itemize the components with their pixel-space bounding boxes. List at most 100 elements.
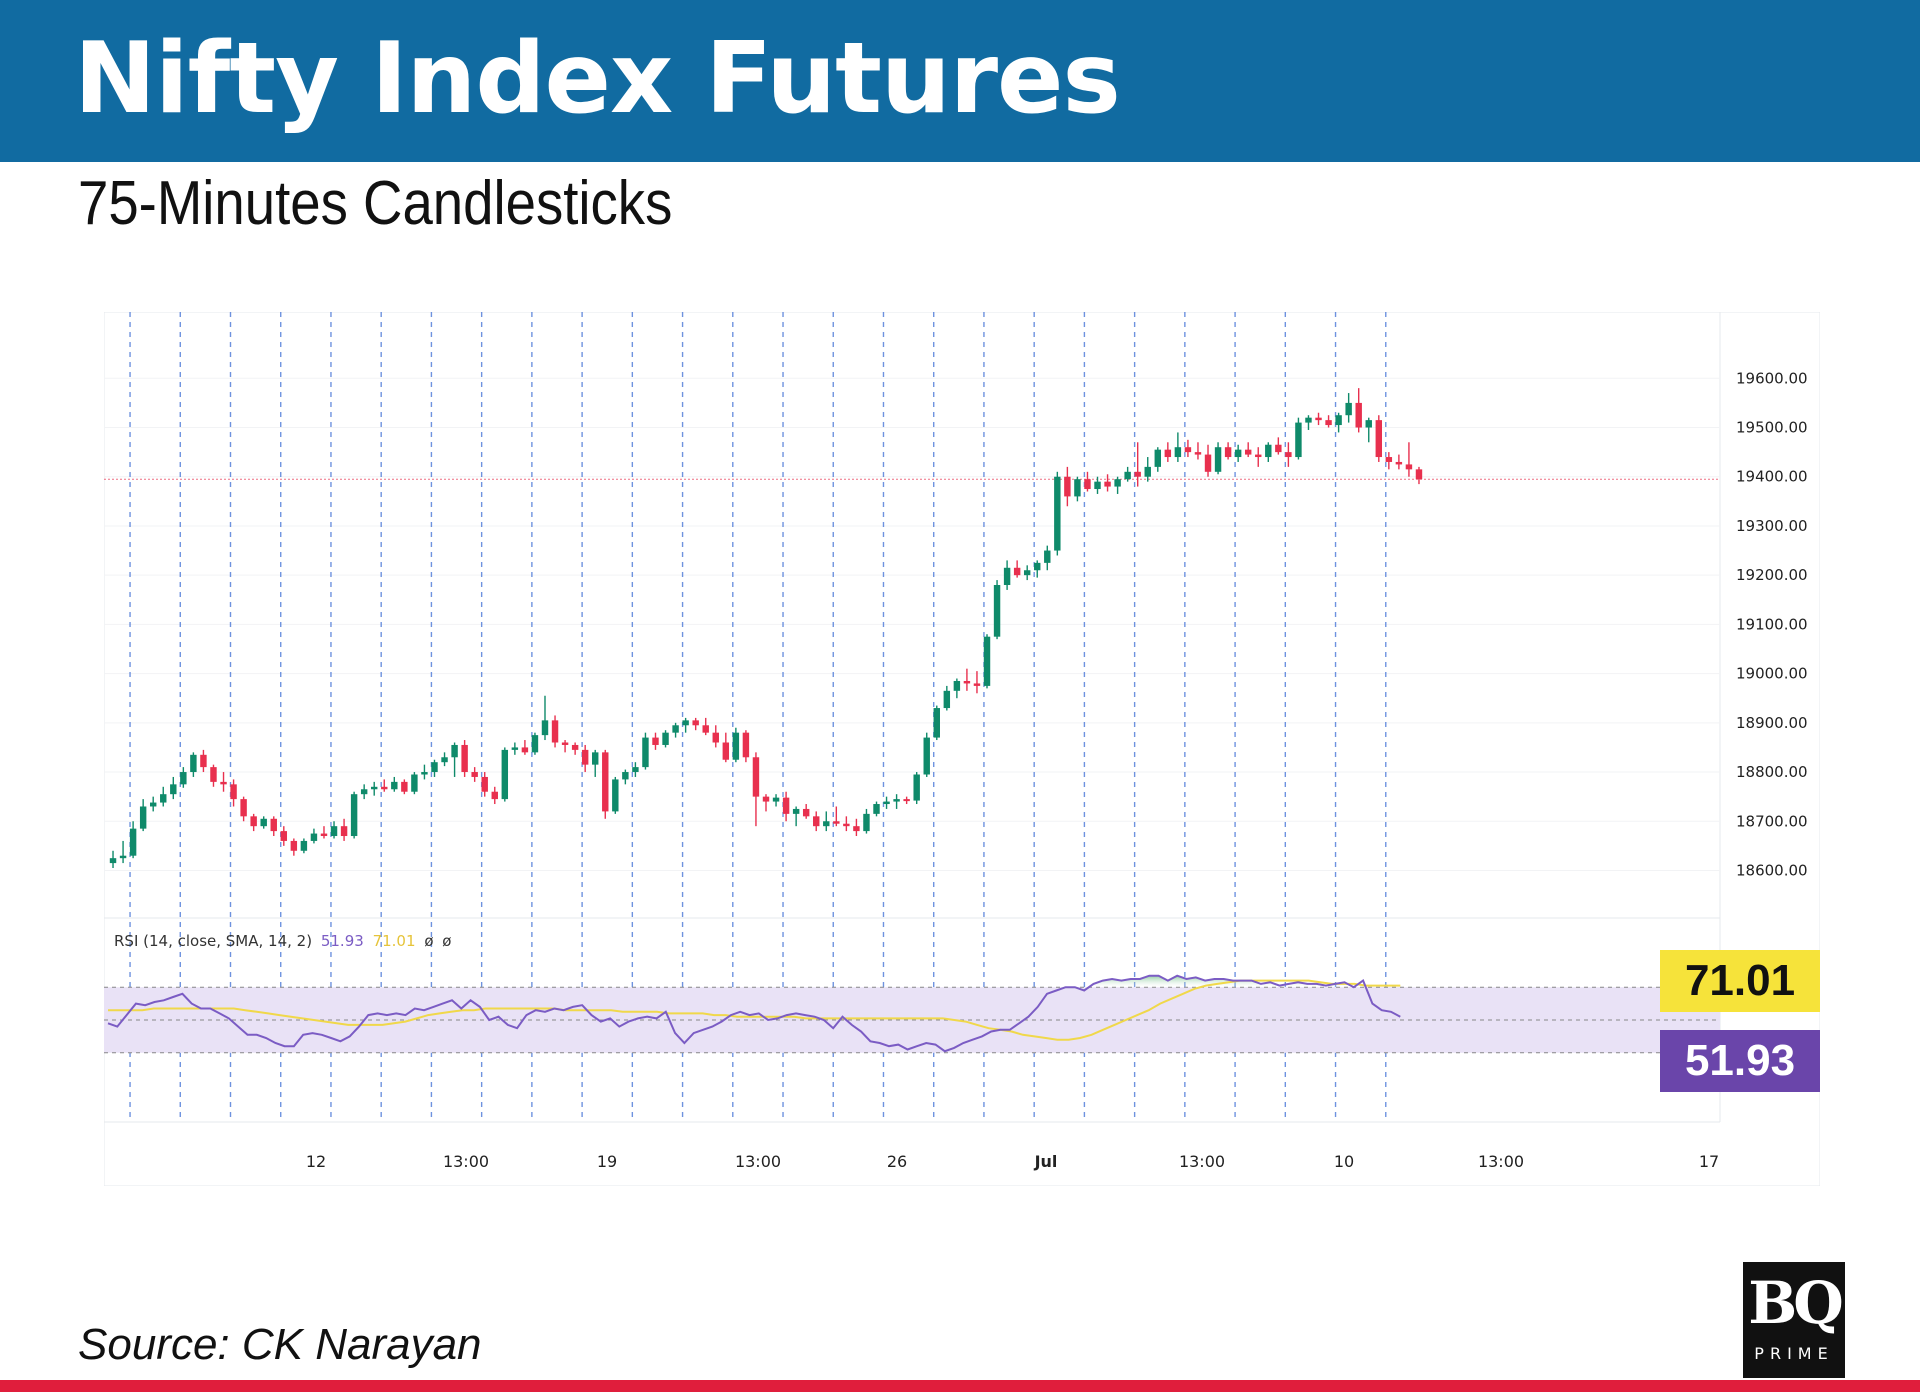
price-tick-label: 19200.00 xyxy=(1736,566,1808,584)
candle-body xyxy=(1174,447,1182,458)
candle-body xyxy=(290,840,298,851)
candle-body xyxy=(240,799,247,817)
candle-body xyxy=(340,826,348,837)
candle-body xyxy=(1154,449,1162,467)
candle-body xyxy=(742,732,750,758)
candle-body xyxy=(853,826,860,832)
candle-body xyxy=(1345,402,1352,416)
time-tick-label: 10 xyxy=(1334,1152,1354,1171)
candle-body xyxy=(531,735,539,753)
candle-body xyxy=(461,744,468,773)
time-tick-label: 17 xyxy=(1699,1152,1719,1171)
candle-body xyxy=(662,732,669,745)
candle-body xyxy=(260,818,267,827)
sma-legend-value: 71.01 xyxy=(372,932,416,950)
candle-body xyxy=(170,784,177,795)
candle-body xyxy=(1084,479,1091,490)
candle-body xyxy=(933,708,940,738)
rsi-legend-value: 51.93 xyxy=(320,932,364,950)
candle-body xyxy=(149,802,157,807)
candle-body xyxy=(732,732,740,760)
page-title: Nifty Index Futures xyxy=(74,22,1121,136)
candle-body xyxy=(411,774,418,792)
candle-body xyxy=(1094,481,1101,490)
candle-body xyxy=(119,855,127,859)
candle-body xyxy=(300,840,308,851)
candle-body xyxy=(320,833,328,837)
candle-body xyxy=(1275,444,1282,453)
candle-body xyxy=(1214,447,1222,472)
candle-body xyxy=(441,757,448,763)
candle-body xyxy=(702,725,709,733)
candle-body xyxy=(752,757,760,797)
candle-body xyxy=(551,720,559,743)
candle-body xyxy=(270,818,277,832)
source-credit: Source: CK Narayan xyxy=(78,1320,482,1369)
candle-body xyxy=(802,808,810,817)
candle-body xyxy=(782,797,790,814)
candle-body xyxy=(230,784,237,800)
candle-body xyxy=(481,776,488,792)
rsi-value-badge: 51.93 xyxy=(1660,1030,1820,1092)
candle-body xyxy=(1305,417,1312,423)
candle-body xyxy=(792,808,800,814)
candle-body xyxy=(692,720,699,726)
chart-frame xyxy=(104,312,1820,1186)
candle-body xyxy=(1395,461,1403,465)
price-tick-label: 19300.00 xyxy=(1736,517,1808,535)
candle-body xyxy=(330,826,338,837)
candle-body xyxy=(501,749,509,800)
candle-body xyxy=(963,680,971,684)
candle-body xyxy=(1265,444,1272,458)
candle-body xyxy=(622,772,629,780)
candle-body xyxy=(250,816,257,827)
candle-body xyxy=(561,742,569,745)
candle-body xyxy=(652,737,659,745)
candle-body xyxy=(1355,402,1362,428)
rsi-legend-symbol-1: ø xyxy=(424,932,434,950)
candle-body xyxy=(1244,449,1252,455)
candle-body xyxy=(381,786,388,790)
price-tick-label: 18800.00 xyxy=(1736,763,1808,781)
candle-body xyxy=(893,799,900,802)
candle-body xyxy=(923,737,930,775)
bottom-accent-line xyxy=(0,1380,1920,1392)
candle-body xyxy=(813,816,820,827)
chart-subtitle: 75-Minutes Candlesticks xyxy=(78,169,673,238)
candle-body xyxy=(863,813,870,832)
candle-body xyxy=(1224,447,1232,458)
candle-body xyxy=(1194,452,1202,455)
candle-body xyxy=(1023,570,1031,576)
price-tick-label: 18600.00 xyxy=(1736,861,1808,879)
candle-body xyxy=(280,831,288,841)
candle-body xyxy=(491,791,498,800)
candle-body xyxy=(823,821,830,827)
candle-body xyxy=(1114,479,1121,487)
candle-body xyxy=(1365,420,1372,428)
candle-body xyxy=(1044,550,1051,563)
candle-body xyxy=(511,747,519,750)
price-tick-label: 19400.00 xyxy=(1736,468,1808,486)
candle-body xyxy=(1415,469,1423,480)
candle-body xyxy=(712,732,719,743)
candle-body xyxy=(883,801,890,805)
candle-body xyxy=(642,737,649,768)
candle-body xyxy=(1295,422,1302,458)
price-tick-label: 19500.00 xyxy=(1736,419,1808,437)
candle-body xyxy=(220,781,227,785)
candle-body xyxy=(1034,562,1041,571)
price-tick-label: 19000.00 xyxy=(1736,665,1808,683)
candle-body xyxy=(602,752,609,812)
candle-body xyxy=(1325,420,1332,426)
candle-body xyxy=(1234,449,1242,458)
candle-body xyxy=(391,781,398,790)
candle-body xyxy=(1255,454,1262,458)
candle-body xyxy=(1124,471,1131,480)
price-tick-label: 18900.00 xyxy=(1736,714,1808,732)
candle-body xyxy=(1013,567,1021,576)
candle-body xyxy=(1204,454,1212,472)
candle-body xyxy=(1315,417,1322,421)
time-tick-label: 12 xyxy=(306,1152,326,1171)
candle-body xyxy=(139,806,147,829)
candle-body xyxy=(350,794,358,837)
